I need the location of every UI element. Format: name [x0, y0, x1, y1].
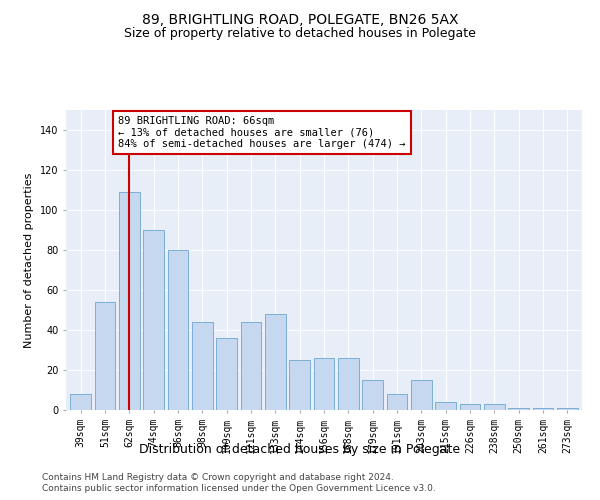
Bar	[143, 230, 164, 410]
Y-axis label: Number of detached properties: Number of detached properties	[25, 172, 34, 348]
Bar	[95, 302, 115, 410]
Text: Distribution of detached houses by size in Polegate: Distribution of detached houses by size …	[139, 442, 461, 456]
Bar	[265, 314, 286, 410]
Text: 89, BRIGHTLING ROAD, POLEGATE, BN26 5AX: 89, BRIGHTLING ROAD, POLEGATE, BN26 5AX	[142, 12, 458, 26]
Bar	[192, 322, 212, 410]
Bar	[338, 358, 359, 410]
Bar	[362, 380, 383, 410]
Bar	[289, 360, 310, 410]
Bar	[460, 404, 481, 410]
Bar	[436, 402, 456, 410]
Bar	[241, 322, 262, 410]
Bar	[314, 358, 334, 410]
Bar	[386, 394, 407, 410]
Text: Contains public sector information licensed under the Open Government Licence v3: Contains public sector information licen…	[42, 484, 436, 493]
Text: Size of property relative to detached houses in Polegate: Size of property relative to detached ho…	[124, 28, 476, 40]
Text: Contains HM Land Registry data © Crown copyright and database right 2024.: Contains HM Land Registry data © Crown c…	[42, 472, 394, 482]
Text: 89 BRIGHTLING ROAD: 66sqm
← 13% of detached houses are smaller (76)
84% of semi-: 89 BRIGHTLING ROAD: 66sqm ← 13% of detac…	[118, 116, 406, 149]
Bar	[508, 408, 529, 410]
Bar	[557, 408, 578, 410]
Bar	[167, 250, 188, 410]
Bar	[484, 404, 505, 410]
Bar	[119, 192, 140, 410]
Bar	[70, 394, 91, 410]
Bar	[533, 408, 553, 410]
Bar	[216, 338, 237, 410]
Bar	[411, 380, 432, 410]
